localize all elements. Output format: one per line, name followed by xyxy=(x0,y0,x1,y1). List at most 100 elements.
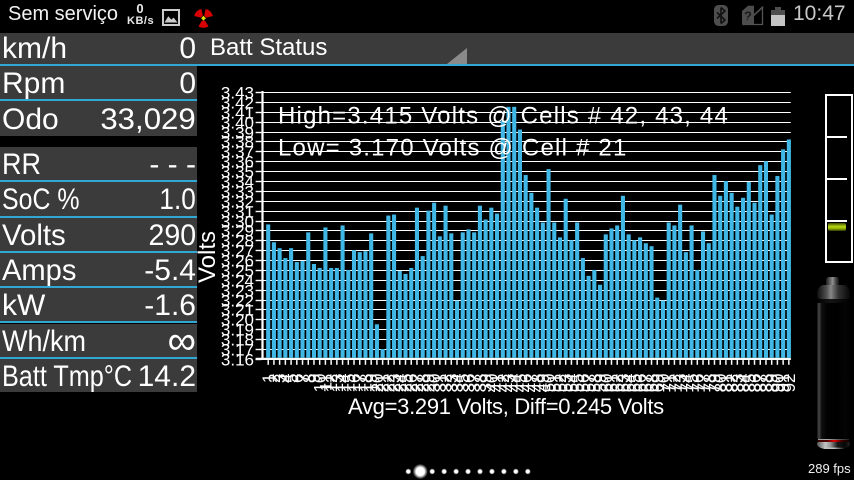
svg-text:5: 5 xyxy=(282,374,301,383)
svg-text:17: 17 xyxy=(351,374,370,393)
svg-text:3.28: 3.28 xyxy=(221,232,254,251)
svg-text:65: 65 xyxy=(625,374,644,393)
svg-text:69: 69 xyxy=(648,374,667,393)
svg-text:3.40: 3.40 xyxy=(221,114,254,133)
svg-text:44: 44 xyxy=(505,374,524,393)
svg-text:3.25: 3.25 xyxy=(221,262,254,281)
svg-text:3.21: 3.21 xyxy=(221,301,254,320)
svg-text:38: 38 xyxy=(471,374,490,393)
svg-text:30: 30 xyxy=(425,374,444,393)
svg-text:3.34: 3.34 xyxy=(221,173,254,192)
svg-text:50: 50 xyxy=(540,374,559,393)
svg-text:4: 4 xyxy=(276,374,295,383)
svg-text:31: 31 xyxy=(431,374,450,393)
svg-text:3: 3 xyxy=(271,374,290,383)
svg-text:3.30: 3.30 xyxy=(221,213,254,232)
svg-text:79: 79 xyxy=(705,374,724,393)
svg-text:86: 86 xyxy=(746,374,765,393)
svg-text:Volts: Volts xyxy=(194,231,221,283)
svg-text:85: 85 xyxy=(740,374,759,393)
svg-text:72: 72 xyxy=(665,374,684,393)
svg-text:32: 32 xyxy=(437,374,456,393)
svg-text:67: 67 xyxy=(637,374,656,393)
svg-text:74: 74 xyxy=(677,374,696,393)
svg-text:92: 92 xyxy=(780,374,799,393)
svg-text:3.27: 3.27 xyxy=(221,242,254,261)
svg-text:3.31: 3.31 xyxy=(221,203,254,222)
svg-text:57: 57 xyxy=(580,374,599,393)
svg-text:11: 11 xyxy=(316,374,335,392)
svg-text:48: 48 xyxy=(528,374,547,393)
svg-text:27: 27 xyxy=(408,374,427,393)
svg-text:83: 83 xyxy=(728,374,747,393)
svg-text:89: 89 xyxy=(763,374,782,393)
svg-text:82: 82 xyxy=(723,374,742,393)
svg-text:13: 13 xyxy=(328,374,347,393)
svg-text:54: 54 xyxy=(562,374,581,393)
svg-text:3.39: 3.39 xyxy=(221,124,254,143)
svg-text:16: 16 xyxy=(345,374,364,393)
svg-text:15: 15 xyxy=(339,374,358,393)
svg-text:73: 73 xyxy=(671,374,690,393)
svg-text:?: ? xyxy=(744,9,752,24)
svg-text:Avg=3.291 Volts, Diff=0.245 Vo: Avg=3.291 Volts, Diff=0.245 Volts xyxy=(348,394,664,419)
svg-text:87: 87 xyxy=(751,374,770,393)
svg-text:45: 45 xyxy=(511,374,530,393)
svg-text:7: 7 xyxy=(294,374,313,383)
svg-text:43: 43 xyxy=(500,374,519,393)
svg-text:3.26: 3.26 xyxy=(221,252,254,271)
svg-text:3.41: 3.41 xyxy=(221,104,254,123)
svg-text:20: 20 xyxy=(368,374,387,393)
svg-text:3.22: 3.22 xyxy=(221,292,254,311)
svg-text:19: 19 xyxy=(362,374,381,393)
svg-text:3.23: 3.23 xyxy=(221,282,254,301)
svg-text:40: 40 xyxy=(482,373,501,392)
svg-text:3.18: 3.18 xyxy=(221,331,254,350)
svg-text:39: 39 xyxy=(477,374,496,393)
svg-text:3.20: 3.20 xyxy=(221,311,254,330)
svg-text:53: 53 xyxy=(557,374,576,393)
svg-text:8: 8 xyxy=(299,374,318,383)
svg-text:62: 62 xyxy=(608,374,627,393)
svg-text:71: 71 xyxy=(660,374,679,393)
svg-text:3.36: 3.36 xyxy=(221,153,254,172)
svg-text:52: 52 xyxy=(551,374,570,393)
svg-text:3.43: 3.43 xyxy=(221,84,254,103)
svg-text:3.38: 3.38 xyxy=(221,133,254,152)
svg-text:77: 77 xyxy=(694,374,713,393)
svg-text:18: 18 xyxy=(356,374,375,393)
svg-text:10: 10 xyxy=(311,374,330,393)
svg-text:3.33: 3.33 xyxy=(221,183,254,202)
svg-text:59: 59 xyxy=(591,374,610,393)
svg-text:35: 35 xyxy=(454,374,473,393)
svg-text:63: 63 xyxy=(614,374,633,393)
svg-text:78: 78 xyxy=(700,374,719,393)
svg-text:21: 21 xyxy=(374,374,393,393)
svg-text:3.19: 3.19 xyxy=(221,321,254,340)
svg-text:49: 49 xyxy=(534,374,553,393)
svg-text:88: 88 xyxy=(757,374,776,393)
svg-text:25: 25 xyxy=(397,374,416,393)
svg-text:22: 22 xyxy=(379,374,398,393)
svg-text:26: 26 xyxy=(402,374,421,393)
svg-text:60: 60 xyxy=(597,374,616,393)
svg-text:3.32: 3.32 xyxy=(221,193,254,212)
svg-text:3.16: 3.16 xyxy=(221,351,254,370)
svg-text:56: 56 xyxy=(574,374,593,393)
svg-text:37: 37 xyxy=(465,374,484,393)
svg-text:61: 61 xyxy=(602,374,621,393)
svg-text:3.35: 3.35 xyxy=(221,163,254,182)
svg-text:84: 84 xyxy=(734,374,753,393)
svg-text:6: 6 xyxy=(288,374,307,383)
svg-text:41: 41 xyxy=(488,374,507,393)
svg-text:Low= 3.170 Volts @ Cell # 21: Low= 3.170 Volts @ Cell # 21 xyxy=(278,135,628,162)
svg-text:46: 46 xyxy=(517,374,536,393)
svg-text:1: 1 xyxy=(259,374,278,383)
svg-text:23: 23 xyxy=(385,374,404,393)
svg-text:55: 55 xyxy=(568,374,587,393)
svg-text:3.17: 3.17 xyxy=(221,341,254,360)
svg-text:33: 33 xyxy=(442,374,461,393)
svg-text:64: 64 xyxy=(620,374,639,393)
svg-text:75: 75 xyxy=(683,374,702,393)
svg-text:81: 81 xyxy=(717,374,736,393)
